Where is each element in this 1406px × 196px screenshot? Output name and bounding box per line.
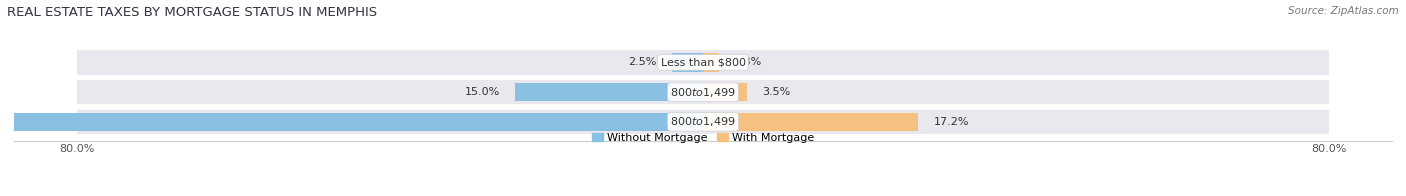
Text: 17.2%: 17.2% <box>934 117 969 127</box>
Bar <box>703 113 918 131</box>
Bar <box>672 53 703 72</box>
Text: Source: ZipAtlas.com: Source: ZipAtlas.com <box>1288 6 1399 16</box>
Text: Less than $800: Less than $800 <box>661 57 745 67</box>
Bar <box>77 80 1329 104</box>
Bar <box>703 53 720 72</box>
Text: 2.5%: 2.5% <box>628 57 657 67</box>
Text: 3.5%: 3.5% <box>762 87 790 97</box>
Legend: Without Mortgage, With Mortgage: Without Mortgage, With Mortgage <box>588 128 818 147</box>
Text: 1.3%: 1.3% <box>734 57 762 67</box>
Bar <box>0 113 703 131</box>
Text: REAL ESTATE TAXES BY MORTGAGE STATUS IN MEMPHIS: REAL ESTATE TAXES BY MORTGAGE STATUS IN … <box>7 6 377 19</box>
Text: $800 to $1,499: $800 to $1,499 <box>671 86 735 99</box>
Bar <box>515 83 703 101</box>
Text: 15.0%: 15.0% <box>465 87 501 97</box>
Bar <box>77 50 1329 75</box>
Bar <box>703 83 747 101</box>
Bar <box>77 110 1329 134</box>
Text: $800 to $1,499: $800 to $1,499 <box>671 115 735 128</box>
